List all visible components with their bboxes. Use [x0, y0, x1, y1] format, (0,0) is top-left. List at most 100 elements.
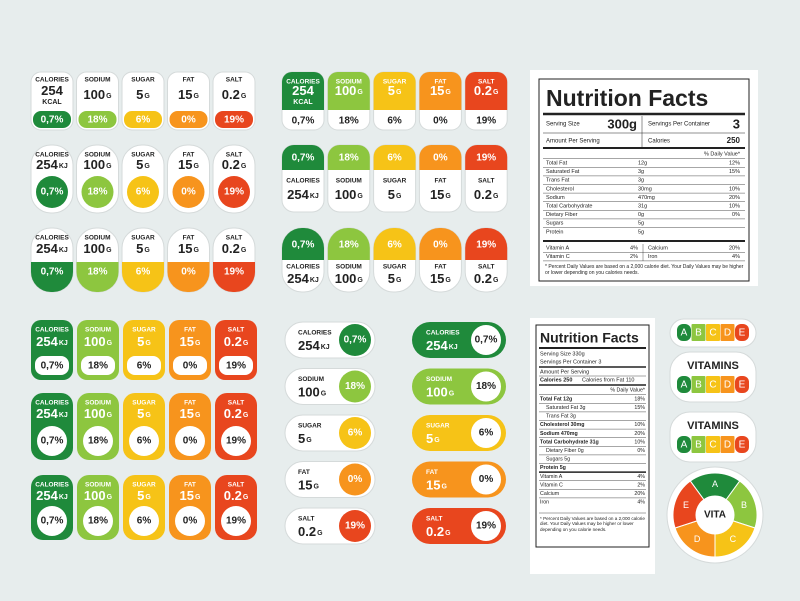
percent: 0%	[479, 474, 494, 485]
nutrient-name: SODIUM	[85, 482, 111, 489]
grade-box	[720, 376, 735, 393]
nutrient-name: FAT	[183, 77, 195, 84]
row-dv: 10%	[634, 439, 645, 445]
percent-inset	[35, 356, 69, 375]
nutrient-name: FAT	[435, 178, 447, 185]
amount: 15G	[298, 478, 319, 493]
percent: 19%	[226, 436, 246, 447]
amount-value: 15	[430, 187, 444, 202]
color-top	[419, 228, 462, 260]
label: Calories	[648, 139, 670, 145]
label: % Daily Value*	[610, 387, 645, 393]
percent: 0,7%	[41, 516, 64, 527]
amount: 0.2G	[474, 271, 499, 286]
nutrient-name: SODIUM	[85, 327, 111, 334]
row-name: Total Fat 12g	[540, 396, 572, 402]
percent: 0,7%	[292, 153, 315, 164]
amount: 254KJ	[36, 241, 68, 256]
percent-half	[167, 262, 210, 292]
amount-unit: G	[317, 530, 323, 537]
row-amount: 470mg	[638, 195, 655, 201]
nutrient-name: SODIUM	[298, 376, 324, 383]
amount-unit: G	[357, 193, 363, 200]
percent-circle	[218, 176, 250, 208]
percent: 19%	[476, 153, 496, 164]
amount-unit: G	[243, 494, 249, 501]
amount-unit: G	[434, 437, 440, 444]
amount-unit: KJ	[449, 344, 458, 351]
grade-letter: D	[724, 328, 731, 339]
amount-value: 5	[136, 241, 143, 256]
nutrient-name: SUGAR	[132, 400, 156, 407]
nutrient-name: SUGAR	[426, 423, 450, 430]
percent: 19%	[224, 187, 244, 198]
amount-unit: G	[493, 89, 499, 96]
row-name: Calcium	[648, 245, 668, 251]
label: Serving Size 330g	[540, 351, 585, 357]
grade-box	[691, 436, 706, 453]
amount: 5G	[388, 83, 402, 98]
grade-box	[735, 436, 749, 453]
color-top	[373, 72, 416, 110]
row-dv: 15%	[634, 405, 645, 411]
grade-box	[677, 324, 691, 341]
grade-letter: C	[730, 534, 737, 544]
percent-circle	[129, 426, 159, 456]
amount: 5G	[136, 241, 150, 256]
donut-center-label: VITA	[704, 510, 726, 521]
amount-value: 254	[287, 271, 309, 286]
row-amount: 0g	[638, 212, 644, 218]
color-top	[465, 72, 508, 110]
amount: 5G	[137, 406, 151, 421]
percent-inset	[81, 356, 115, 375]
amount-value: 100	[335, 271, 357, 286]
grade-box	[720, 436, 735, 453]
percent: 18%	[88, 436, 108, 447]
label: Calories 250	[540, 377, 572, 383]
percent-pill	[78, 111, 117, 128]
amount: 254KJ	[36, 334, 68, 349]
amount-value: 15	[430, 83, 444, 98]
amount: 100G	[83, 157, 112, 172]
amount-unit: G	[313, 483, 319, 490]
percent-circle	[83, 506, 113, 536]
amount-unit: G	[106, 247, 112, 254]
percent: 0%	[183, 361, 198, 372]
percent-circle	[37, 426, 67, 456]
amount-unit: G	[243, 340, 249, 347]
amount-unit: G	[449, 390, 455, 397]
percent: 0,7%	[41, 267, 64, 278]
percent-circle	[221, 506, 251, 536]
amount-unit: G	[144, 163, 150, 170]
nutrient-name: CALORIES	[35, 77, 69, 84]
color-top	[465, 145, 508, 170]
amount-unit: G	[194, 247, 200, 254]
grade-letter: A	[712, 479, 718, 489]
nutrient-name: SUGAR	[132, 482, 156, 489]
amount-unit: G	[493, 277, 499, 284]
amount-value: 5	[388, 271, 395, 286]
percent: 6%	[137, 516, 152, 527]
amount-unit: KJ	[59, 494, 68, 501]
amount-value: 254	[36, 488, 58, 503]
percent-circle	[172, 176, 205, 208]
percent: 0%	[183, 516, 198, 527]
facts-border	[535, 324, 650, 548]
nutrient-name: CALORIES	[286, 264, 320, 271]
amount: 0.2G	[222, 157, 247, 172]
row-name: Total Fat	[546, 160, 568, 166]
nutrient-name: SALT	[228, 482, 245, 489]
row-dv: 12%	[729, 160, 740, 166]
nutrient-name: CALORIES	[286, 178, 320, 185]
amount-unit: G	[106, 163, 112, 170]
amount: 100G	[84, 406, 113, 421]
amount-unit: G	[195, 494, 201, 501]
grade-letter: B	[741, 500, 747, 510]
amount-value: 15	[180, 488, 194, 503]
color-top	[282, 72, 324, 110]
nutrient-name: FAT	[435, 264, 447, 271]
row-name: Total Carbohydrate 31g	[540, 439, 599, 445]
amount-value: 100	[83, 87, 105, 102]
amount-unit: G	[241, 93, 247, 100]
